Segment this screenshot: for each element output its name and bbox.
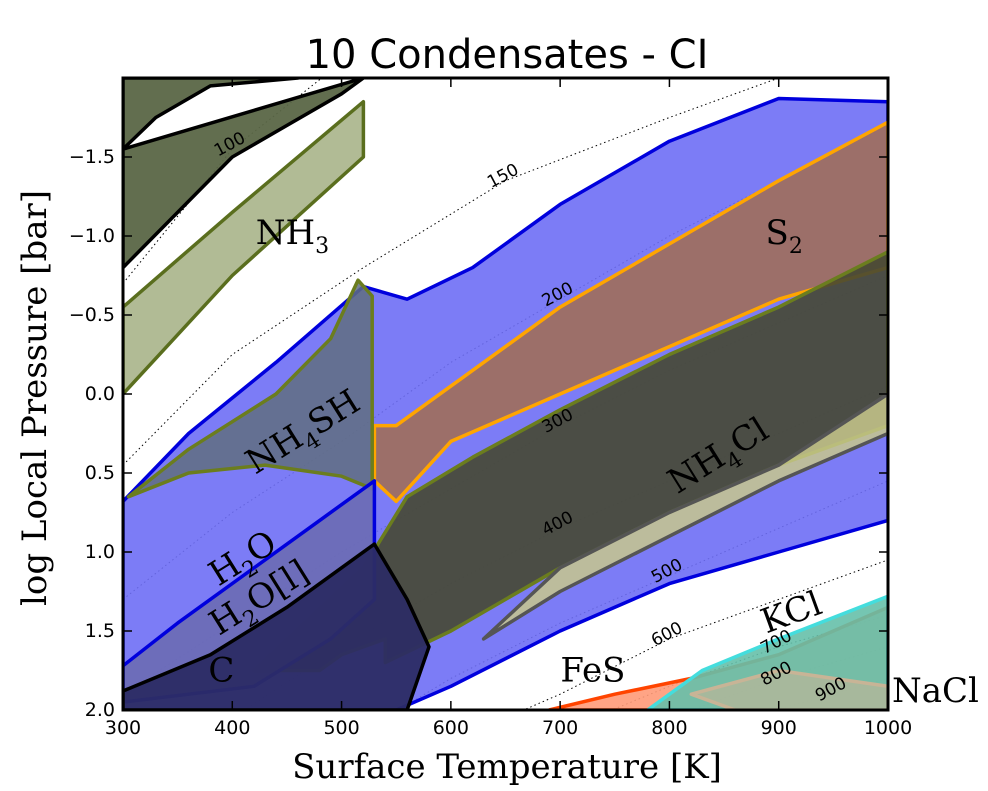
contour-label-150: 150 xyxy=(484,160,522,193)
y-tick-label: −0.5 xyxy=(69,304,115,326)
contour-150 xyxy=(123,78,779,466)
chart-title: 10 Condensates - CI xyxy=(306,32,709,78)
y-tick-label: 1.5 xyxy=(85,620,115,642)
region-nh3-light xyxy=(123,99,366,396)
region-label-fes: FeS xyxy=(560,651,625,691)
region-nacl xyxy=(689,668,888,710)
x-axis-label: Surface Temperature [K] xyxy=(292,747,722,787)
region-label-c: C xyxy=(208,651,234,691)
x-tick-label: 1000 xyxy=(864,717,912,739)
y-tick-label: 1.0 xyxy=(85,541,115,563)
region-c xyxy=(123,542,431,710)
region-label-s2: S2 xyxy=(766,213,803,259)
x-tick-label: 900 xyxy=(761,717,797,739)
x-tick-label: 400 xyxy=(214,717,250,739)
x-tick-label: 600 xyxy=(433,717,469,739)
x-tick-label: 300 xyxy=(105,717,141,739)
y-tick-label: −1.5 xyxy=(69,146,115,168)
region-nh4sh xyxy=(126,278,374,499)
y-tick-label: 2.0 xyxy=(85,699,115,721)
region-label-nh3: NH3 xyxy=(256,213,329,259)
y-tick-label: 0.5 xyxy=(85,462,115,484)
x-tick-label: 800 xyxy=(651,717,687,739)
y-tick-label: 0.0 xyxy=(85,383,115,405)
y-tick-label: −1.0 xyxy=(69,225,115,247)
x-tick-label: 500 xyxy=(323,717,359,739)
region-nh3 xyxy=(123,78,366,270)
region-label-nacl: NaCl xyxy=(892,671,979,711)
x-tick-label: 700 xyxy=(542,717,578,739)
region-s2 xyxy=(372,120,888,504)
contour-label-600: 600 xyxy=(648,618,686,651)
y-axis-label: log Local Pressure [bar] xyxy=(15,190,55,606)
contour-100 xyxy=(123,78,323,284)
region-nh4cl-olive xyxy=(481,392,888,641)
